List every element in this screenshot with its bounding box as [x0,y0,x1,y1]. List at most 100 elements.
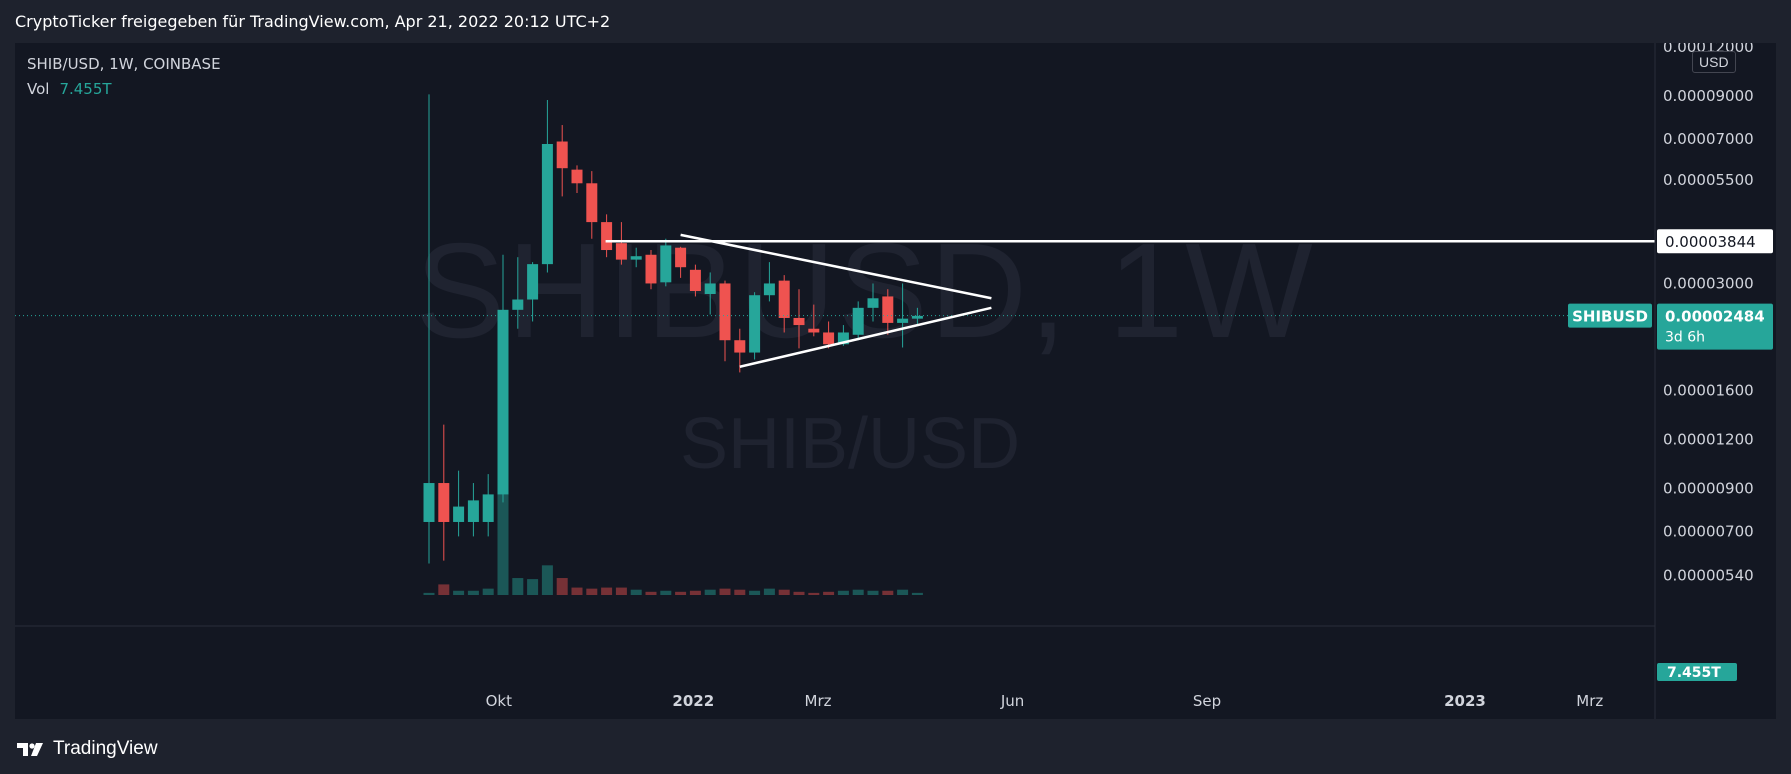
volume-bar [689,590,701,595]
x-tick-label: Okt [486,692,512,710]
y-tick-label: 0.00000700 [1663,522,1754,540]
candle-body [719,283,731,341]
candle-body [615,243,627,260]
volume-value-tag: 7.455T [1667,665,1721,681]
y-tick-label: 0.00000540 [1663,567,1754,585]
volume-bar [467,590,479,595]
candle-body [823,332,835,345]
tradingview-logo-icon [17,743,43,756]
volume-bar [541,565,553,595]
x-tick-label: Mrz [805,692,832,710]
volume-bar [601,587,613,595]
volume-bar [423,592,435,595]
volume-bar [823,591,835,595]
triangle-lower-line [739,306,992,368]
volume-bar [556,578,568,595]
currency-selector[interactable]: USD [1692,51,1736,73]
candle-body [897,318,909,323]
y-tick-label: 0.00001600 [1663,382,1754,400]
volume-bar [837,590,849,595]
x-tick-label: 2023 [1444,692,1486,710]
resistance-value-label: 0.00003844 [1665,233,1756,251]
bar-countdown: 3d 6h [1665,330,1705,346]
volume-bar [882,590,894,595]
chart-header: CryptoTicker freigegeben für TradingView… [15,12,611,31]
candle-body [763,283,775,296]
x-tick-label: Sep [1193,692,1221,710]
symbol-price-tag: SHIBUSD [1572,308,1648,326]
candle-body [867,298,879,308]
candle-body [749,295,761,353]
tradingview-brand: TradingView [53,738,158,759]
volume-bar [897,589,909,595]
candle-body [497,309,509,495]
candle-body [852,307,864,335]
volume-bar [719,588,731,595]
volume-bar [630,589,642,595]
candle-body [453,506,465,522]
candle-body [541,144,553,265]
candle-body [586,183,598,223]
volume-bar [615,587,627,595]
candle-body [675,247,687,268]
candle-body [601,222,613,251]
candle-body [704,283,716,294]
candle-body [778,280,790,318]
candle-body [660,245,672,283]
x-tick-label: Mrz [1576,692,1603,710]
volume-bar [778,589,790,595]
volume-bar [749,590,761,595]
volume-bar [867,590,879,595]
candle-body [808,328,820,333]
triangle-upper-line [680,233,992,300]
tradingview-logo[interactable]: TradingView [17,738,158,760]
last-price-badge [1657,303,1773,350]
last-price-value: 0.00002484 [1665,308,1765,326]
symbol-legend: SHIB/USD, 1W, COINBASE [27,55,221,73]
y-tick-label: 0.00000900 [1663,480,1754,498]
y-tick-label: 0.00005500 [1663,171,1754,189]
volume-label: Vol [27,80,50,98]
volume-bar [586,588,598,595]
candle-body [482,494,494,522]
y-tick-label: 0.00009000 [1663,87,1754,105]
y-tick-label: 0.00003000 [1663,274,1754,292]
volume-bar [793,591,805,595]
candle-body [837,332,849,345]
volume-bar [704,589,716,595]
volume-bar [852,589,864,595]
candle-body [512,299,524,310]
volume-bar [512,578,524,595]
volume-bar [571,587,583,595]
chart-panel[interactable]: SHIBUSD, 1W SHIB/USD 0.00012000 0.0000900… [15,43,1776,719]
volume-value: 7.455T [59,80,112,98]
y-tick-label: 0.00001200 [1663,431,1754,449]
volume-bar [675,591,687,595]
candle-body [882,296,894,323]
resistance-value-badge [1657,229,1773,254]
watermark-pair: SHIB/USD [680,404,1021,484]
candle-body [423,483,435,522]
price-chart[interactable]: 0.000120000.000090000.000070000.00005500… [15,43,1776,719]
y-tick-label: 0.00007000 [1663,130,1754,148]
volume-bar [645,591,657,595]
x-tick-label: Jun [1000,692,1024,710]
volume-bar [808,592,820,595]
volume-bar [911,592,923,595]
symbol-price-badge [1568,303,1652,328]
volume-bar [763,588,775,595]
candle-body [630,256,642,260]
candle-body [527,264,539,300]
candle-body [467,500,479,522]
volume-bar [482,588,494,595]
candle-body [689,269,701,292]
volume-value-badge [1657,663,1737,681]
candle-body [793,317,805,326]
candle-body [645,254,657,284]
volume-bar [453,590,465,595]
volume-bar [438,584,450,595]
candle-body [438,483,450,522]
volume-bar [734,589,746,595]
candle-body [556,141,568,169]
candle-body [734,340,746,353]
